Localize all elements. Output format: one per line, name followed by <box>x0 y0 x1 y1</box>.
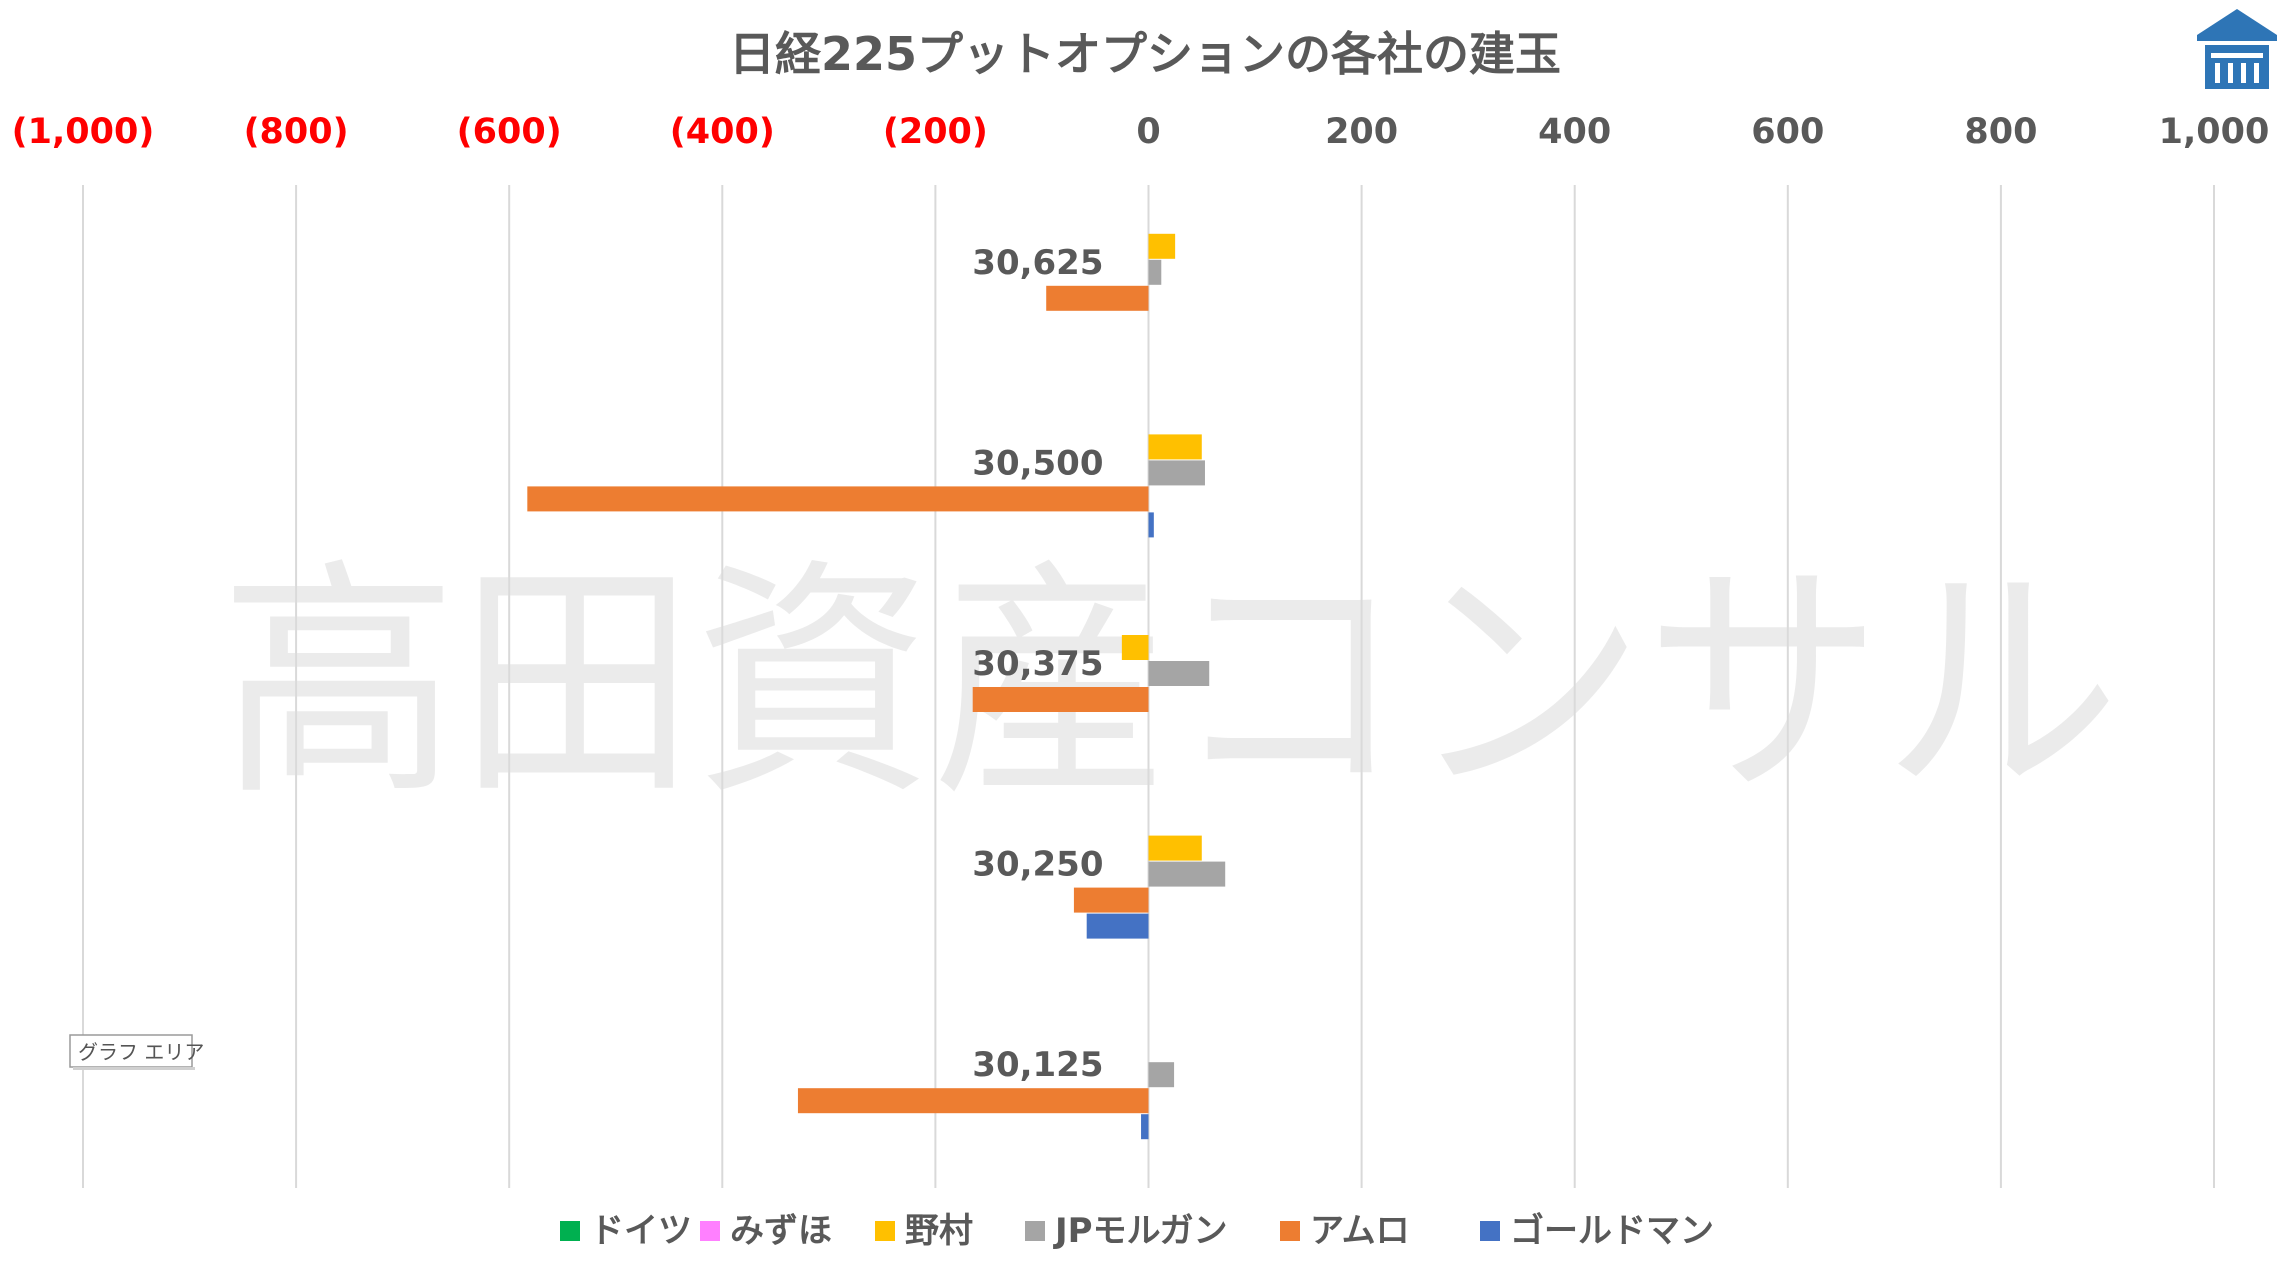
legend-swatch <box>1025 1221 1045 1241</box>
category-label: 30,375 <box>972 644 1103 684</box>
bar <box>1148 259 1162 285</box>
tooltip-text: グラフ エリア <box>78 1040 204 1064</box>
bar <box>797 1088 1149 1114</box>
x-tick-label: (600) <box>457 112 562 152</box>
legend-label: ドイツ <box>590 1211 692 1251</box>
bar <box>1148 861 1226 887</box>
legend-swatch <box>875 1221 895 1241</box>
gridlines <box>82 185 2215 1188</box>
category-label: 30,625 <box>972 243 1103 283</box>
bar <box>1141 1114 1149 1140</box>
x-tick-label: 0 <box>1136 112 1160 152</box>
bar <box>972 687 1149 712</box>
bar <box>1148 434 1202 460</box>
bars <box>527 233 1226 1140</box>
legend-label: ゴールドマン <box>1510 1211 1714 1251</box>
x-tick-label: 600 <box>1751 112 1824 152</box>
x-axis-ticks: (1,000) (800) (600) (400) (200) 0 200 400 600 800… <box>12 112 2270 152</box>
legend: ドイツ みずほ 野村 JPモルガン アムロ ゴールドマン <box>560 1211 1714 1251</box>
x-tick-label: (1,000) <box>12 112 155 152</box>
legend-label: 野村 <box>905 1211 973 1251</box>
bar <box>1148 661 1210 686</box>
legend-label: アムロ <box>1310 1211 1410 1251</box>
logo-icon <box>2197 9 2277 89</box>
category-label: 30,125 <box>972 1045 1103 1085</box>
x-tick-label: (800) <box>244 112 349 152</box>
x-tick-label: 400 <box>1538 112 1611 152</box>
bar <box>1148 1062 1175 1088</box>
bar <box>1121 635 1149 660</box>
chart-title: 日経225プットオプションの各社の建玉 <box>729 27 1561 81</box>
bar <box>1148 460 1205 486</box>
category-label: 30,500 <box>972 443 1103 483</box>
legend-swatch <box>1280 1221 1300 1241</box>
legend-swatch <box>560 1221 580 1241</box>
bar <box>1086 913 1149 939</box>
x-tick-label: 800 <box>1964 112 2037 152</box>
category-label: 30,250 <box>972 845 1103 885</box>
legend-swatch <box>1480 1221 1500 1241</box>
legend-label: みずほ <box>730 1211 832 1251</box>
bar <box>1046 285 1149 311</box>
bar <box>527 486 1149 512</box>
x-tick-label: (200) <box>883 112 988 152</box>
bar <box>1073 887 1149 913</box>
legend-swatch <box>700 1221 720 1241</box>
legend-label: JPモルガン <box>1053 1211 1228 1251</box>
x-tick-label: 1,000 <box>2159 112 2270 152</box>
x-tick-label: 200 <box>1325 112 1398 152</box>
bar <box>1148 835 1202 861</box>
chart-area-tooltip: グラフ エリア <box>69 1034 204 1070</box>
x-tick-label: (400) <box>670 112 775 152</box>
bar <box>1148 512 1154 538</box>
category-labels: 30,625 30,500 30,375 30,250 30,125 <box>972 243 1103 1085</box>
bar <box>1148 233 1176 259</box>
